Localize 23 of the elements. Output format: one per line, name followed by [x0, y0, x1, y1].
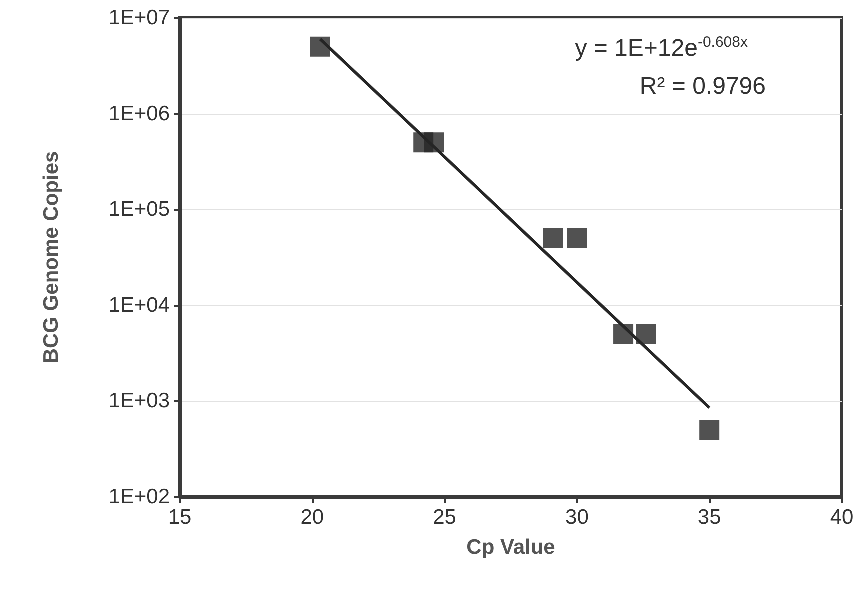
- point: [567, 228, 588, 248]
- y-tick-label: 1E+02: [108, 486, 170, 508]
- point: [424, 132, 444, 153]
- y-tick-label: 1E+04: [108, 294, 170, 317]
- point: [614, 324, 634, 344]
- y-tick-label: 1E+05: [108, 198, 170, 222]
- y-tick-label: 1E+06: [108, 102, 170, 126]
- annotation: y = 1E+12e$^{-0.608x}$: [575, 33, 748, 64]
- x-tick-label: 30: [566, 506, 589, 529]
- x-tick-label: 20: [300, 506, 324, 529]
- point: [636, 324, 656, 344]
- y-axis-title: BCG Genome Copies: [40, 151, 63, 364]
- x-tick-label: 25: [433, 506, 456, 529]
- point: [310, 36, 330, 57]
- y-tick-label: 1E+03: [108, 390, 170, 413]
- point: [700, 420, 720, 440]
- x-tick-label: 40: [830, 506, 854, 529]
- annotation: R² = 0.9796: [638, 72, 766, 102]
- point: [543, 228, 564, 248]
- x-tick-label: 15: [168, 506, 192, 529]
- x-axis-title: Cp Value: [466, 536, 556, 559]
- y-tick-label: 1E+07: [108, 6, 170, 30]
- x-tick-label: 35: [698, 506, 722, 529]
